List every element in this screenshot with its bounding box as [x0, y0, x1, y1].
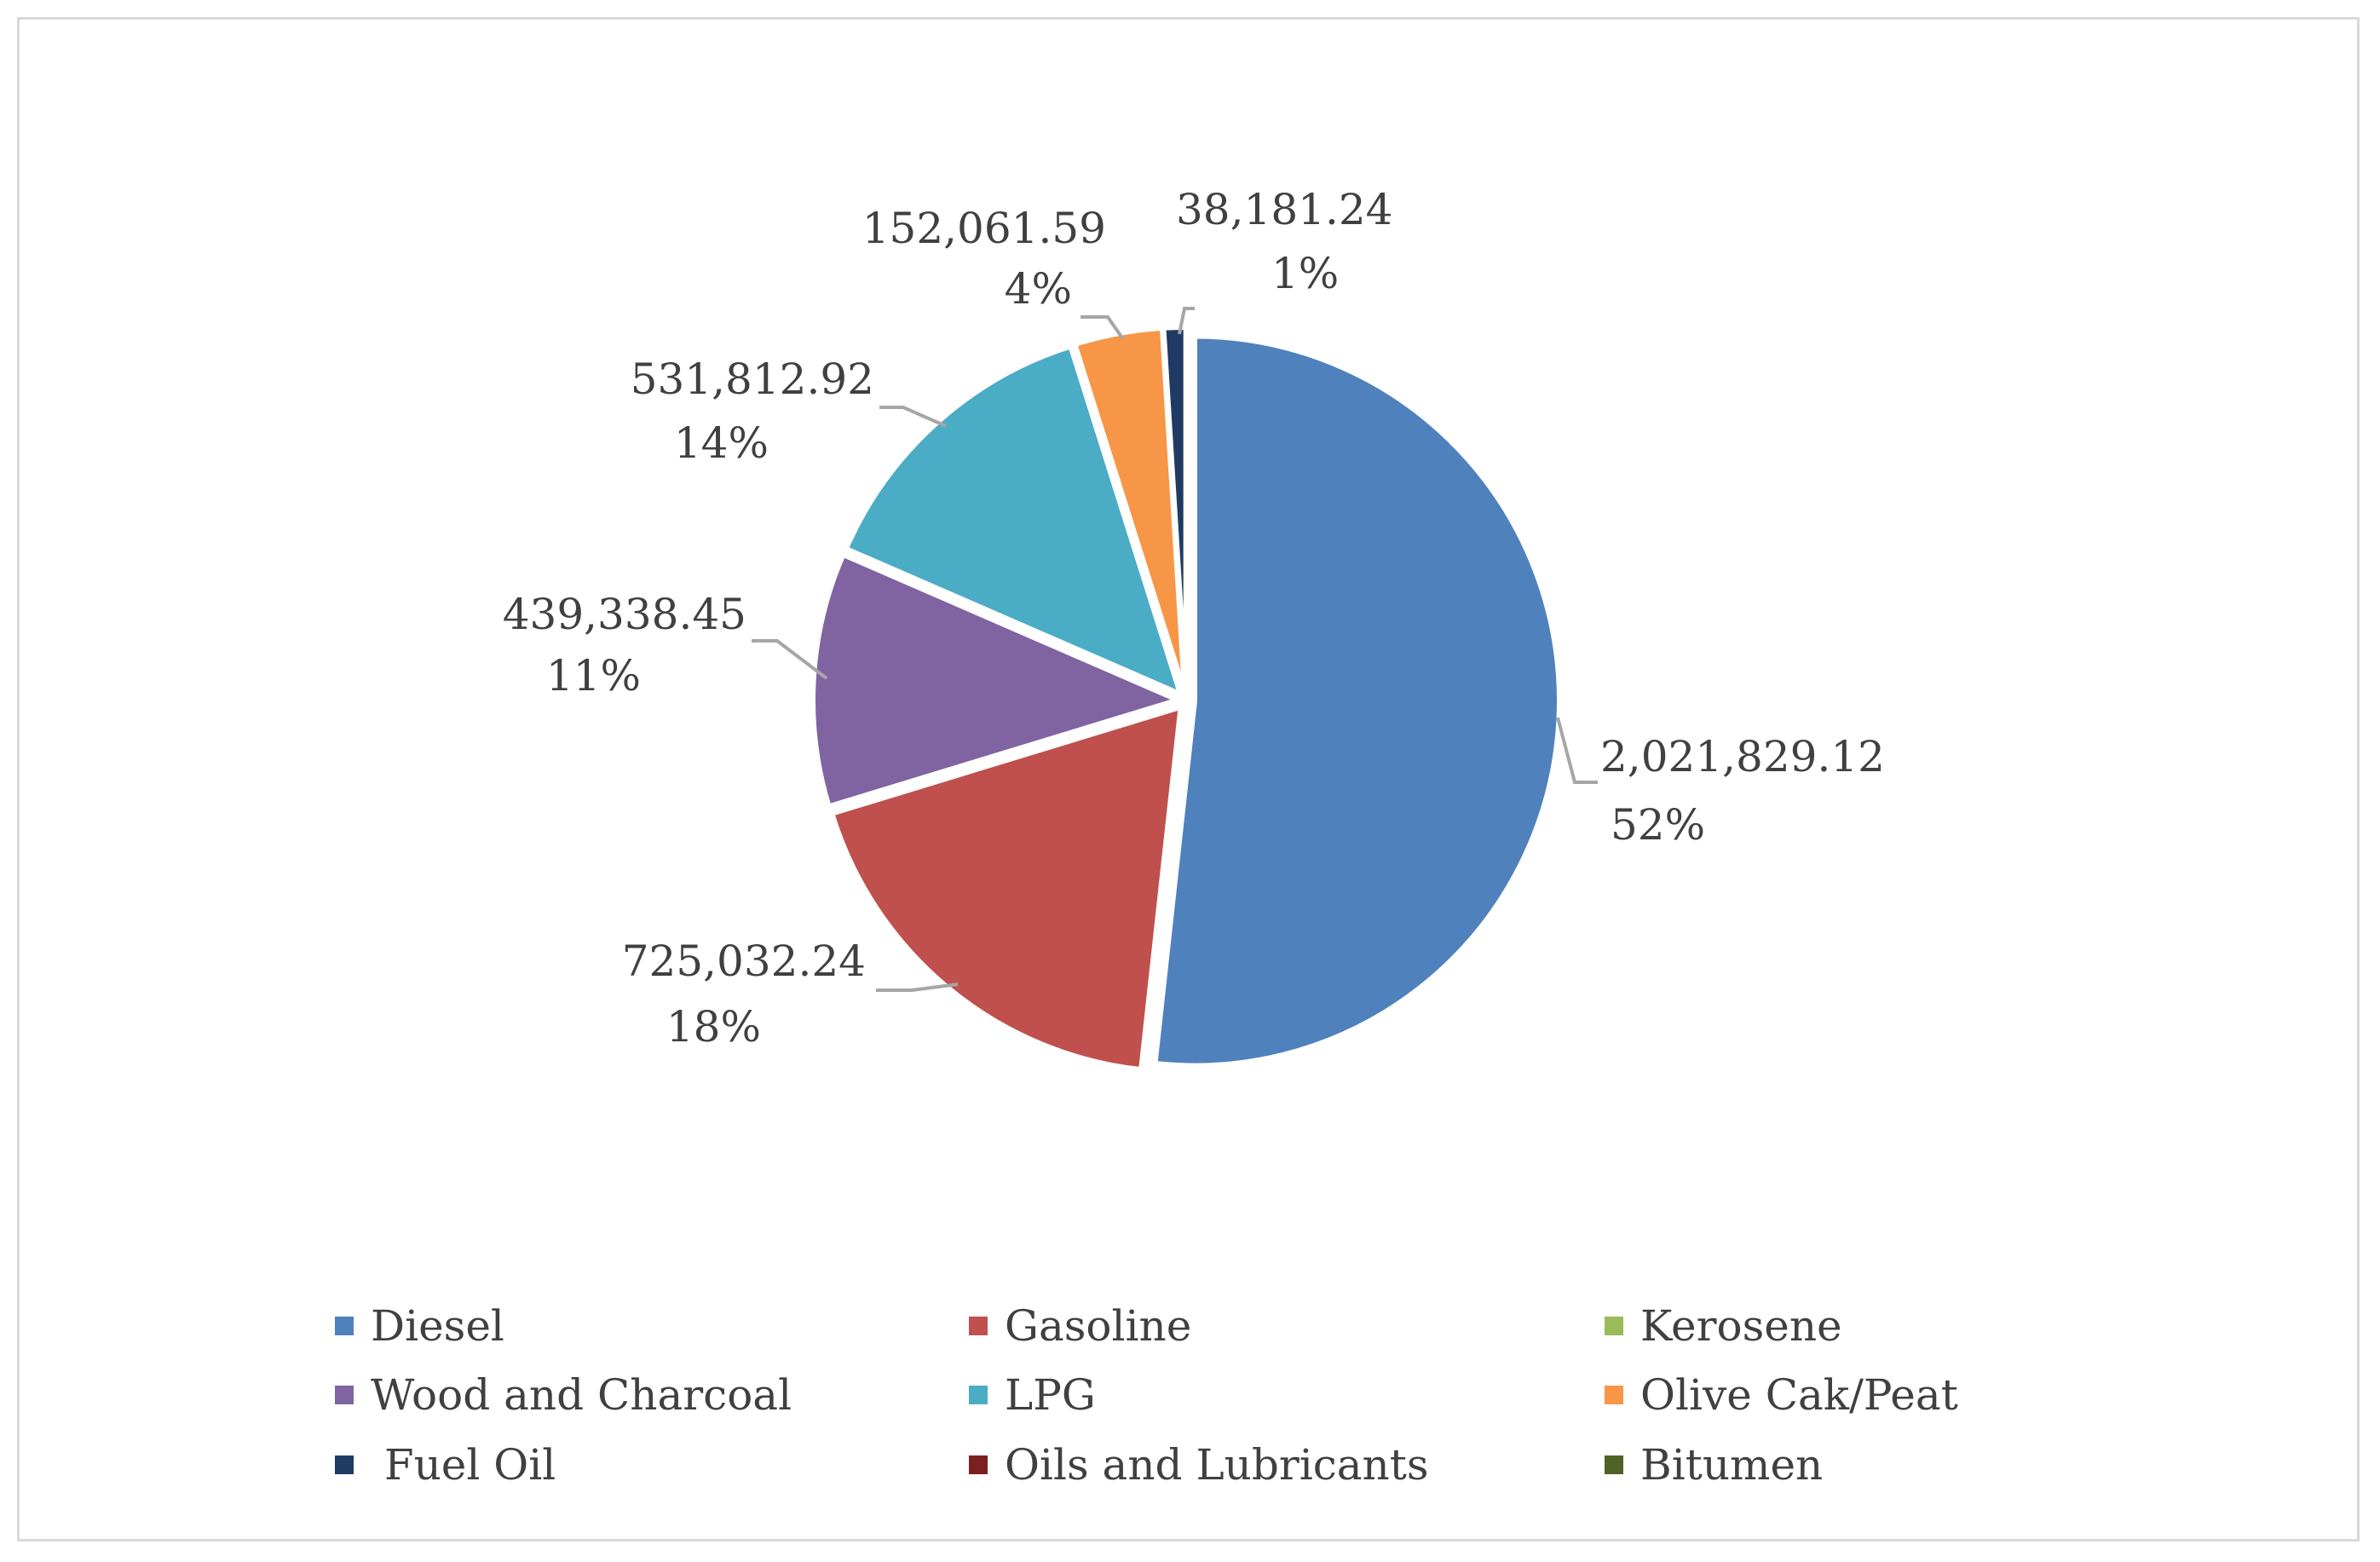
value-label-olive-cak-peat: 152,061.59: [862, 204, 1106, 253]
leader-line-fuel-oil: [1178, 307, 1195, 335]
leader-line-olive-cak-peat: [1081, 315, 1125, 341]
pie-slice-wood-and-charcoal: [810, 550, 1185, 810]
percent-label-diesel: 52%: [1611, 800, 1705, 850]
value-label-wood-and-charcoal: 439,338.45: [503, 590, 746, 639]
percent-label-fuel-oil: 1%: [1271, 249, 1339, 298]
pie-slice-gasoline: [828, 703, 1184, 1073]
value-label-lpg: 531,812.92: [631, 354, 874, 404]
leader-line-wood-and-charcoal: [752, 639, 828, 680]
pie-slice-diesel: [1152, 333, 1562, 1069]
leader-line-lpg: [879, 406, 947, 428]
leader-line-diesel: [1556, 717, 1598, 784]
percent-label-wood-and-charcoal: 11%: [546, 651, 641, 700]
pie-slice-fuel-oil: [1161, 325, 1189, 693]
value-label-diesel: 2,021,829.12: [1600, 732, 1885, 781]
percent-label-olive-cak-peat: 4%: [1005, 264, 1072, 314]
percent-label-lpg: 14%: [674, 418, 769, 468]
value-label-gasoline: 725,032.24: [622, 937, 866, 986]
leader-line-gasoline: [876, 983, 959, 992]
value-label-fuel-oil: 38,181.24: [1176, 185, 1392, 234]
percent-label-gasoline: 18%: [666, 1002, 761, 1052]
